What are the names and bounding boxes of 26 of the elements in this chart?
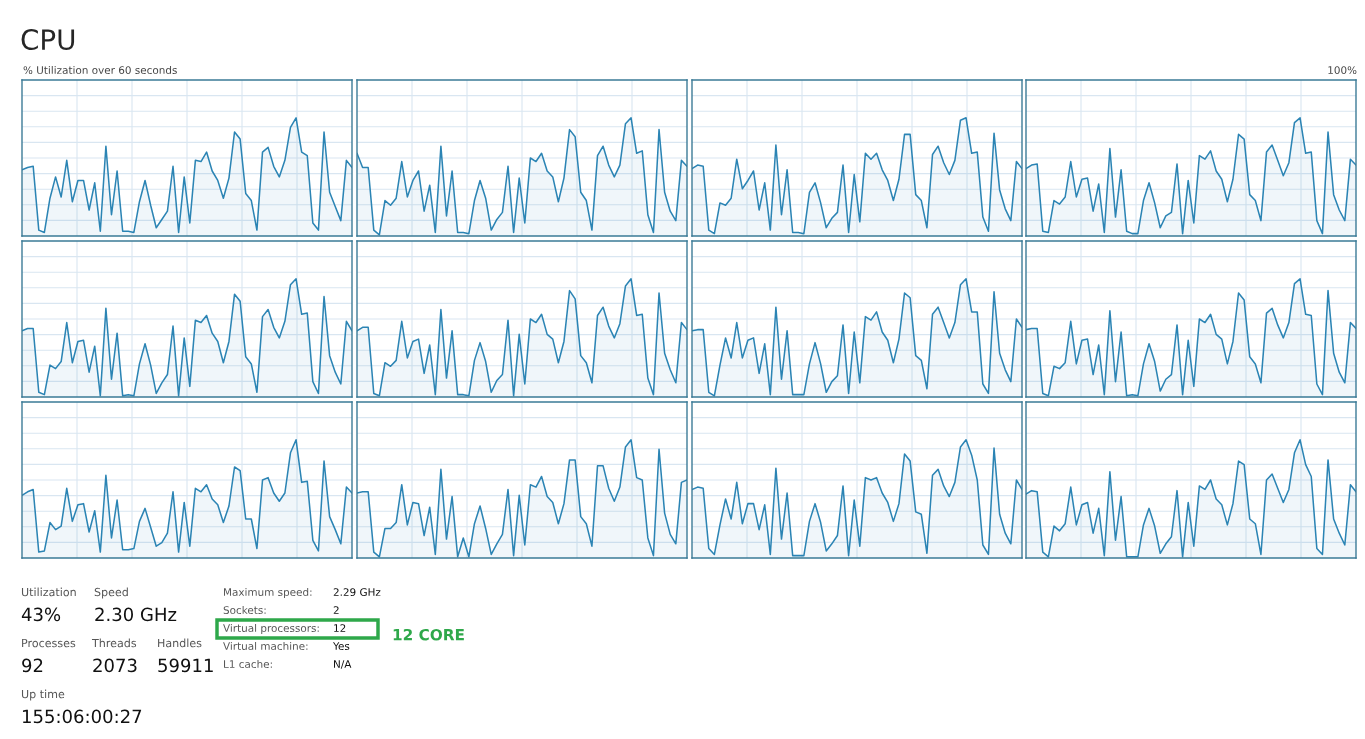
text: Speed bbox=[94, 587, 128, 599]
text: Threads bbox=[91, 638, 137, 648]
text: Processes bbox=[22, 638, 76, 648]
text: Virtual machine: bbox=[223, 641, 308, 651]
text: N/A bbox=[334, 660, 352, 669]
text: 12 CORE bbox=[393, 628, 464, 641]
text: Yes bbox=[332, 642, 350, 651]
text: Up time bbox=[21, 689, 65, 701]
text: 100% bbox=[1328, 66, 1357, 75]
text: Maximum speed: bbox=[224, 587, 312, 599]
text: 92 bbox=[22, 658, 43, 673]
chart-title: CPU bbox=[21, 29, 75, 51]
text: 2.30 GHz bbox=[95, 607, 177, 622]
text: L1 cache: bbox=[224, 659, 272, 669]
text: 43% bbox=[21, 607, 61, 622]
text: 59911 bbox=[158, 658, 213, 673]
text: % Utilization over 60 seconds bbox=[23, 65, 177, 75]
text: 12 bbox=[334, 624, 346, 632]
text: 2.29 GHz bbox=[333, 588, 381, 597]
text: Virtual processors: bbox=[223, 623, 319, 635]
text: Utilization bbox=[21, 587, 76, 597]
text: Sockets: bbox=[223, 605, 266, 615]
text: Handles bbox=[158, 638, 202, 648]
text: 155:06:00:27 bbox=[22, 709, 142, 724]
text: 2 bbox=[333, 606, 339, 614]
text: 2073 bbox=[93, 658, 137, 673]
